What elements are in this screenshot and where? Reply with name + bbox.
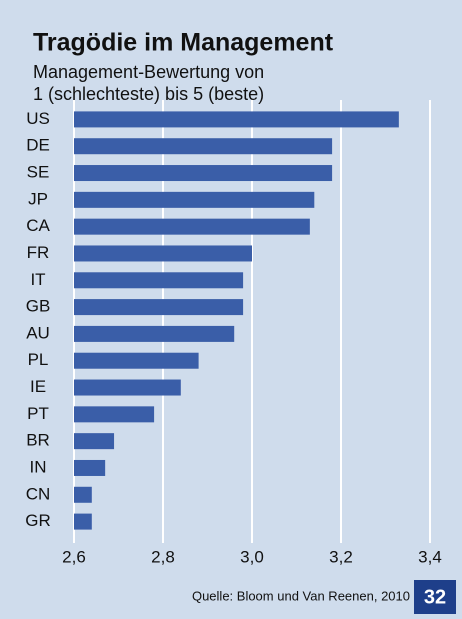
- y-tick-label: US: [26, 109, 50, 128]
- bar: [74, 165, 333, 182]
- bar: [74, 406, 155, 423]
- y-tick-label: BR: [26, 431, 50, 450]
- x-tick-label: 3,2: [329, 547, 353, 566]
- y-tick-label: AU: [26, 323, 50, 342]
- y-tick-label: GB: [26, 297, 51, 316]
- bar: [74, 218, 310, 235]
- page-badge: [414, 580, 456, 614]
- bar: [74, 245, 252, 262]
- y-tick-label: GR: [25, 511, 51, 530]
- y-tick-label: JP: [28, 189, 48, 208]
- bar: [74, 325, 235, 342]
- y-tick-label: CA: [26, 216, 50, 235]
- bar: [74, 272, 244, 289]
- subtitle: 1 (schlechteste) bis 5 (beste): [33, 84, 264, 104]
- bar: [74, 299, 244, 316]
- subtitle: Management-Bewertung von: [33, 62, 264, 82]
- x-tick-label: 2,6: [62, 547, 86, 566]
- x-tick-label: 3,4: [418, 547, 442, 566]
- chart-title: Tragödie im Management: [33, 29, 334, 57]
- y-tick-label: IT: [30, 270, 45, 289]
- y-tick-label: PT: [27, 404, 49, 423]
- bar: [74, 191, 315, 208]
- page-number: 32: [424, 586, 446, 608]
- bar: [74, 486, 92, 503]
- source: Quelle: Bloom und Van Reenen, 2010: [192, 588, 410, 603]
- bar: [74, 138, 333, 155]
- x-tick-label: 2,8: [151, 547, 175, 566]
- y-tick-label: IE: [30, 377, 46, 396]
- bar: [74, 379, 181, 396]
- y-tick-label: IN: [30, 457, 47, 476]
- y-tick-label: FR: [27, 243, 50, 262]
- y-tick-label: CN: [26, 484, 51, 503]
- bar: [74, 352, 199, 369]
- bar: [74, 433, 115, 450]
- bar: [74, 111, 399, 128]
- x-tick-label: 3,0: [240, 547, 264, 566]
- y-tick-label: DE: [26, 136, 50, 155]
- bar: [74, 513, 92, 530]
- y-tick-label: SE: [27, 163, 50, 182]
- bar: [74, 459, 106, 476]
- y-tick-label: PL: [28, 350, 49, 369]
